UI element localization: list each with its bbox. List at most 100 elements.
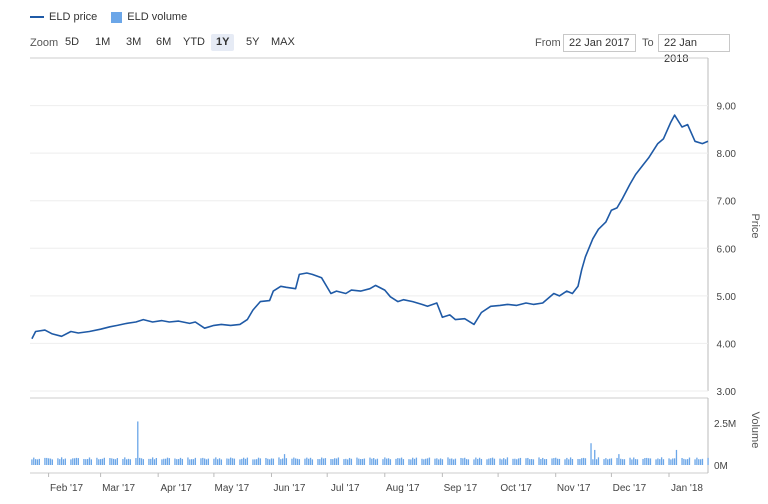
volume-bar: [330, 458, 332, 465]
volume-bar: [438, 459, 440, 465]
volume-bar: [506, 457, 509, 465]
volume-bar: [449, 458, 451, 465]
volume-bar: [642, 458, 644, 465]
volume-bar: [269, 459, 271, 465]
volume-bar: [376, 458, 379, 465]
price-tick-label: 9.00: [717, 102, 737, 113]
legend-item-price[interactable]: ELD price: [30, 8, 97, 26]
volume-bar: [412, 457, 414, 465]
volume-bar: [389, 459, 392, 465]
zoom-button-6m[interactable]: 6M: [156, 36, 172, 48]
volume-bar: [373, 458, 375, 465]
volume-bar: [451, 458, 453, 465]
volume-bar: [675, 449, 678, 465]
volume-bar: [636, 459, 639, 465]
volume-bar: [103, 457, 106, 465]
volume-bar: [460, 457, 462, 465]
x-tick-label: Mar '17: [102, 483, 135, 494]
price-series: [31, 114, 709, 340]
volume-bar: [252, 459, 254, 465]
volume-bar: [415, 457, 418, 465]
volume-bar: [447, 457, 449, 465]
volume-bar: [558, 458, 561, 465]
volume-bar: [228, 458, 230, 465]
volume-bar: [436, 458, 438, 465]
volume-bar: [592, 459, 594, 465]
zoom-button-1y[interactable]: 1Y: [211, 34, 235, 51]
volume-bar: [77, 458, 79, 465]
volume-bar: [295, 458, 297, 465]
volume-bar: [694, 459, 696, 465]
volume-bar: [542, 457, 544, 465]
volume-bar: [265, 457, 267, 465]
to-date-input[interactable]: 22 Jan 2018: [658, 34, 730, 65]
price-axis-title: Price: [749, 213, 761, 238]
volume-bar: [90, 459, 92, 465]
volume-bar: [464, 457, 466, 465]
zoom-button-5y[interactable]: 5Y: [246, 36, 260, 48]
volume-bar: [101, 458, 104, 465]
price-tick-label: 5.00: [717, 292, 737, 303]
legend-item-volume[interactable]: ELD volume: [111, 8, 187, 26]
volume-bar: [257, 457, 260, 465]
volume-bar: [568, 459, 570, 465]
volume-bar: [272, 458, 275, 465]
volume-bar: [633, 457, 635, 465]
legend-price-label: ELD price: [49, 11, 98, 23]
volume-bar: [503, 458, 505, 465]
zoom-label: Zoom: [30, 37, 59, 49]
volume-bar: [241, 458, 243, 465]
volume-bar: [660, 457, 663, 465]
volume-bar: [345, 458, 347, 465]
volume-bar: [569, 457, 572, 465]
volume-bar: [244, 458, 247, 465]
volume-bar: [423, 459, 425, 465]
volume-bar: [517, 458, 520, 465]
volume-bar: [153, 459, 156, 465]
volume-bar: [293, 457, 295, 465]
zoom-button-ytd[interactable]: YTD: [183, 36, 205, 48]
volume-bar: [529, 459, 531, 465]
volume-bar: [348, 457, 351, 465]
zoom-button-1m[interactable]: 1M: [95, 36, 111, 48]
volume-bar: [452, 459, 455, 465]
volume-bar: [634, 459, 637, 465]
volume-bar: [607, 459, 609, 465]
volume-bar: [566, 457, 568, 465]
x-tick-label: Jun '17: [274, 483, 306, 494]
volume-bar: [369, 457, 371, 465]
volume-bar: [655, 459, 657, 465]
volume-bar: [421, 458, 423, 465]
volume-bar: [462, 458, 464, 465]
x-tick-label: May '17: [215, 483, 250, 494]
from-date-input[interactable]: 22 Jan 2017: [563, 34, 636, 52]
volume-bar: [192, 459, 195, 465]
volume-bar: [595, 459, 598, 465]
zoom-button-3m[interactable]: 3M: [126, 36, 142, 48]
legend-box-marker: [111, 11, 123, 23]
volume-bar: [532, 459, 535, 465]
volume-bar: [49, 458, 52, 465]
volume-bar: [577, 458, 579, 465]
volume-bar: [96, 457, 98, 465]
volume-bar: [371, 458, 373, 465]
volume-bar: [347, 459, 349, 465]
volume-bar: [291, 458, 293, 465]
volume-bar: [168, 458, 171, 465]
zoom-button-5d[interactable]: 5D: [65, 36, 80, 48]
volume-bar: [86, 459, 89, 465]
volume-bar: [400, 457, 403, 465]
volume-bar: [631, 459, 633, 465]
volume-bar: [155, 457, 158, 465]
volume-bar: [57, 458, 59, 465]
volume-bar: [701, 458, 704, 465]
volume-bar: [213, 458, 215, 465]
volume-bar: [434, 458, 436, 465]
volume-bar: [256, 459, 258, 465]
volume-bar: [60, 457, 63, 465]
zoom-button-max[interactable]: MAX: [271, 36, 295, 48]
volume-bar: [657, 458, 659, 465]
volume-bar: [226, 458, 228, 465]
volume-bar: [334, 458, 336, 465]
volume-bar: [174, 458, 176, 465]
